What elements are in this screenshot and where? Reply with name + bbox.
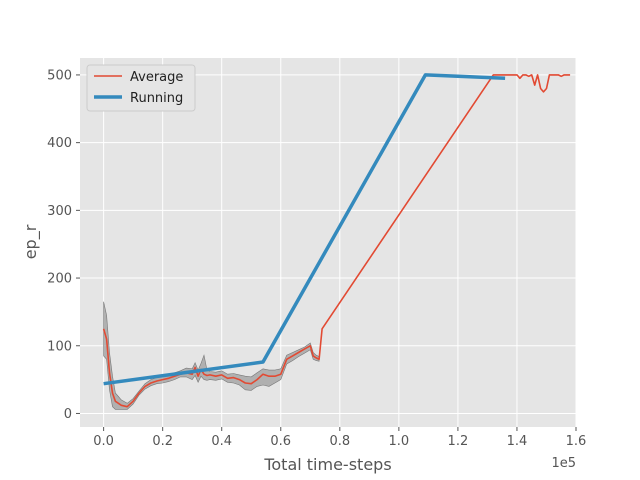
legend-label-running: Running (130, 91, 183, 106)
legend: Average Running (86, 64, 196, 112)
series-line-running (103, 73, 506, 386)
x-tick-label: 1.0 (389, 434, 410, 449)
x-tick-label: 0.8 (329, 434, 350, 449)
series-line-average (102, 74, 571, 408)
y-tick-label: 500 (47, 68, 72, 83)
y-axis-ticks: 0 100 200 300 400 500 (47, 68, 80, 422)
x-axis-ticks: 0.0 0.2 0.4 0.6 0.8 1.0 1.2 1.4 1.6 (93, 427, 586, 449)
y-tick-label: 200 (47, 272, 72, 287)
x-tick-label: 0.6 (270, 434, 291, 449)
series-layer (102, 73, 571, 408)
y-tick-label: 300 (47, 204, 72, 219)
x-axis-label: Total time-steps (263, 455, 391, 474)
x-tick-label: 1.4 (507, 434, 528, 449)
y-tick-label: 100 (47, 339, 72, 354)
legend-label-average: Average (130, 70, 183, 85)
x-tick-label: 1.2 (448, 434, 469, 449)
x-tick-label: 0.4 (211, 434, 232, 449)
x-tick-label: 0.2 (152, 434, 173, 449)
y-tick-label: 400 (47, 136, 72, 151)
x-axis-offset-label: 1e5 (551, 456, 576, 471)
x-tick-label: 1.6 (566, 434, 587, 449)
x-tick-label: 0.0 (93, 434, 114, 449)
y-axis-label: ep_r (21, 224, 41, 259)
plot-area (80, 58, 576, 427)
y-tick-label: 0 (64, 407, 72, 422)
